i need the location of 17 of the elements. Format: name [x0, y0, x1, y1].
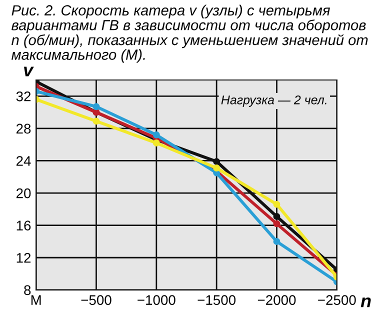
- x-axis-title: n: [360, 297, 371, 308]
- chart-title: Рис. 2. Скорость катера v (узлы) с четырьмя вариантами ГВ в зависимости от числа оборотов n (об/мин), показанных с уменьшением значений от максимального (M).: [12, 4, 368, 63]
- y-tick-label: 32: [16, 91, 31, 102]
- x-tick-label: −2500: [318, 295, 356, 305]
- y-tick-label: 24: [16, 156, 31, 166]
- y-tick-label: 28: [16, 124, 31, 134]
- y-tick-label: 20: [16, 188, 31, 198]
- x-tick-label: −2000: [258, 295, 296, 305]
- y-axis-title: v: [24, 66, 34, 76]
- annotation: Нагрузка — 2 чел.: [221, 95, 326, 107]
- y-tick-label: 12: [16, 252, 31, 263]
- y-tick-label: 8: [24, 285, 31, 296]
- x-tick-label: −1500: [198, 295, 236, 305]
- x-tick-label: −500: [81, 295, 112, 305]
- y-tick-label: 16: [16, 220, 31, 230]
- x-tick-label: M: [31, 295, 41, 305]
- x-tick-label: −1000: [138, 295, 176, 305]
